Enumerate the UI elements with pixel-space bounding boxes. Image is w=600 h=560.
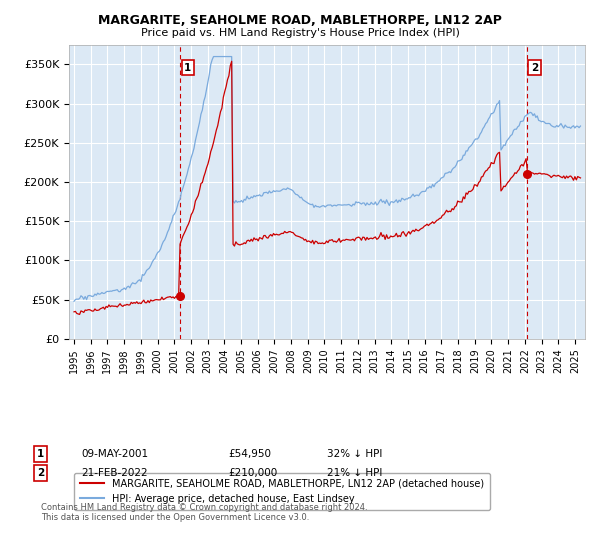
Text: £210,000: £210,000	[228, 468, 277, 478]
Text: 32% ↓ HPI: 32% ↓ HPI	[327, 449, 382, 459]
Text: 21% ↓ HPI: 21% ↓ HPI	[327, 468, 382, 478]
Text: 1: 1	[37, 449, 44, 459]
Legend: MARGARITE, SEAHOLME ROAD, MABLETHORPE, LN12 2AP (detached house), HPI: Average p: MARGARITE, SEAHOLME ROAD, MABLETHORPE, L…	[74, 473, 490, 510]
Text: 21-FEB-2022: 21-FEB-2022	[81, 468, 148, 478]
Text: MARGARITE, SEAHOLME ROAD, MABLETHORPE, LN12 2AP: MARGARITE, SEAHOLME ROAD, MABLETHORPE, L…	[98, 14, 502, 27]
Text: Price paid vs. HM Land Registry's House Price Index (HPI): Price paid vs. HM Land Registry's House …	[140, 28, 460, 38]
Text: 09-MAY-2001: 09-MAY-2001	[81, 449, 148, 459]
Text: 2: 2	[37, 468, 44, 478]
Text: Contains HM Land Registry data © Crown copyright and database right 2024.
This d: Contains HM Land Registry data © Crown c…	[41, 502, 367, 522]
Text: 2: 2	[531, 63, 538, 73]
Text: 1: 1	[184, 63, 191, 73]
Text: £54,950: £54,950	[228, 449, 271, 459]
